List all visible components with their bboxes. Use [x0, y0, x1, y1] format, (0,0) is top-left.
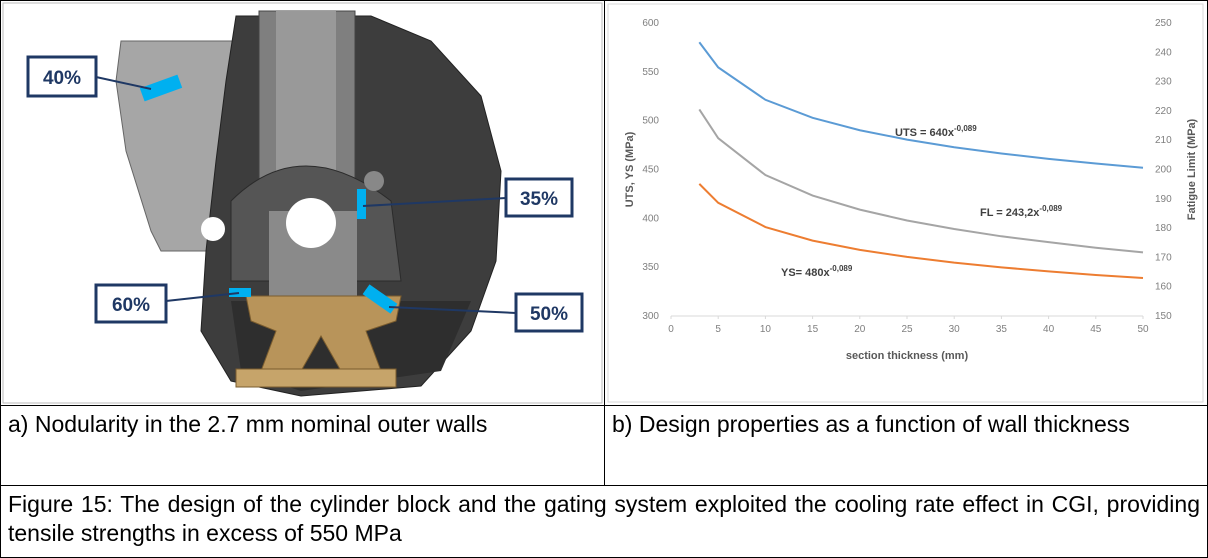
- y2-axis-title: Fatigue Limit (MPa): [1186, 118, 1198, 220]
- nodularity-label: 50%: [530, 304, 568, 325]
- marker: [139, 74, 183, 102]
- engine-illustration: 40% 35% 60% 50%: [2, 2, 603, 404]
- series-line: [698, 108, 1144, 254]
- x-tick-label: 35: [996, 324, 1008, 335]
- chart: 0 5 10 15 20 25 30 35 40 45 50 300 350 400 450 500 550 60…: [607, 3, 1204, 403]
- label-box: [94, 283, 168, 324]
- nodularity-label: 40%: [43, 68, 81, 89]
- caption-b: b) Design properties as a function of wa…: [605, 406, 1207, 486]
- leader-line: [165, 292, 240, 302]
- leader-line: [95, 76, 152, 90]
- leader-line: [362, 197, 507, 207]
- chart-frame: [607, 3, 1204, 403]
- x-tick-label: 45: [1090, 324, 1102, 335]
- y-tick-label: 500: [642, 116, 659, 127]
- x-tick-label: 10: [760, 324, 772, 335]
- boss: [364, 171, 384, 191]
- x-tick-label: 20: [854, 324, 866, 335]
- gating: [245, 295, 402, 372]
- x-tick-label: 50: [1137, 324, 1149, 335]
- label-box: [514, 292, 584, 333]
- leader-line: [388, 306, 517, 314]
- y2-tick-label: 180: [1155, 223, 1172, 234]
- marker: [357, 189, 366, 219]
- label-box: [26, 55, 98, 98]
- y2-tick-label: 160: [1155, 282, 1172, 293]
- y-tick-label: 450: [642, 165, 659, 176]
- y-tick-label: 550: [642, 67, 659, 78]
- y2-tick-label: 150: [1155, 311, 1172, 322]
- y2-tick-label: 240: [1155, 47, 1172, 58]
- x-axis-title: section thickness (mm): [846, 350, 969, 362]
- y-tick-label: 400: [642, 213, 659, 224]
- marker: [229, 288, 251, 297]
- y2-tick-label: 250: [1155, 18, 1172, 29]
- nodularity-label: 60%: [112, 295, 150, 316]
- equation-exponent: -0,089: [1039, 204, 1062, 213]
- series-line: [698, 183, 1144, 280]
- y-axis-title: UTS, YS (MPa): [624, 131, 636, 207]
- figure-caption: Figure 15: The design of the cylinder bl…: [8, 491, 1200, 546]
- x-tick-label: 40: [1043, 324, 1055, 335]
- y-tick-label: 300: [642, 311, 659, 322]
- caption-a: a) Nodularity in the 2.7 mm nominal oute…: [1, 406, 605, 486]
- panel-a: 40% 35% 60% 50%: [1, 1, 605, 406]
- x-tick-label: 25: [901, 324, 913, 335]
- y2-tick-label: 210: [1155, 135, 1172, 146]
- y2-tick-label: 190: [1155, 194, 1172, 205]
- y2-tick-label: 200: [1155, 165, 1172, 176]
- marker: [362, 284, 398, 314]
- y2-tick-label: 170: [1155, 252, 1172, 263]
- nodularity-label: 35%: [520, 189, 558, 210]
- series-line: [698, 41, 1144, 169]
- equation-exponent: -0,089: [954, 124, 977, 133]
- x-tick-label: 5: [715, 324, 721, 335]
- hole: [201, 217, 225, 241]
- label-box: [504, 177, 574, 218]
- equation-exponent: -0,089: [830, 264, 853, 273]
- x-tick-label: 30: [949, 324, 961, 335]
- panel-b: 0 5 10 15 20 25 30 35 40 45 50 300 350 400 450 500 550 60…: [605, 1, 1207, 406]
- runner: [235, 368, 397, 388]
- x-tick-label: 0: [668, 324, 674, 335]
- x-tick-label: 15: [807, 324, 819, 335]
- y2-tick-label: 230: [1155, 77, 1172, 88]
- y-tick-label: 350: [642, 262, 659, 273]
- y2-tick-label: 220: [1155, 106, 1172, 117]
- y-tick-label: 600: [642, 18, 659, 29]
- bore: [286, 198, 336, 248]
